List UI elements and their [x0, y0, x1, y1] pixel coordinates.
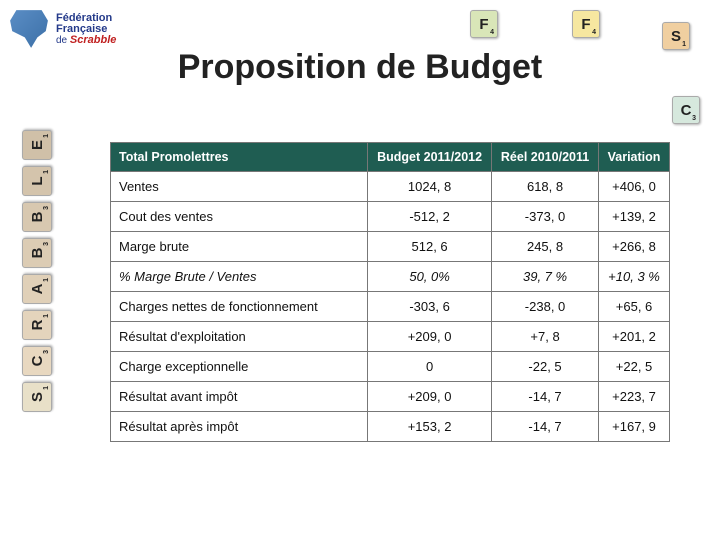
table-row: Résultat d'exploitation+209, 0+7, 8+201,…	[111, 322, 670, 352]
table-cell: -14, 7	[492, 382, 599, 412]
ffs-logo: Fédération Française de Scrabble	[8, 8, 116, 50]
column-header: Total Promolettres	[111, 143, 368, 172]
table-cell: +406, 0	[599, 172, 670, 202]
budget-table: Total PromolettresBudget 2011/2012Réel 2…	[110, 142, 670, 442]
table-row: Charges nettes de fonctionnement-303, 6-…	[111, 292, 670, 322]
table-cell: +201, 2	[599, 322, 670, 352]
scrabble-tile: F4	[470, 10, 498, 38]
table-cell: +167, 9	[599, 412, 670, 442]
table-cell: 50, 0%	[368, 262, 492, 292]
france-map-icon	[8, 8, 50, 50]
table-cell: -373, 0	[492, 202, 599, 232]
table-row: Cout des ventes-512, 2-373, 0+139, 2	[111, 202, 670, 232]
table-cell: 618, 8	[492, 172, 599, 202]
table-cell: -303, 6	[368, 292, 492, 322]
table-cell: Marge brute	[111, 232, 368, 262]
logo-text: Fédération Française de Scrabble	[56, 13, 116, 46]
table-cell: +223, 7	[599, 382, 670, 412]
table-cell: +22, 5	[599, 352, 670, 382]
table-cell: Résultat avant impôt	[111, 382, 368, 412]
table-row: Résultat après impôt+153, 2-14, 7+167, 9	[111, 412, 670, 442]
table-cell: Charges nettes de fonctionnement	[111, 292, 368, 322]
table-cell: Ventes	[111, 172, 368, 202]
table-cell: +153, 2	[368, 412, 492, 442]
table-cell: -14, 7	[492, 412, 599, 442]
column-header: Variation	[599, 143, 670, 172]
table-cell: -512, 2	[368, 202, 492, 232]
logo-line3-prefix: de	[56, 35, 70, 46]
scrabble-tile: R1	[22, 310, 52, 340]
table-cell: -238, 0	[492, 292, 599, 322]
side-tiles: S1 C3 R1 A1 B3 B3 L1 E1	[22, 130, 52, 412]
table-cell: Résultat d'exploitation	[111, 322, 368, 352]
table-cell: Charge exceptionnelle	[111, 352, 368, 382]
table-cell: -22, 5	[492, 352, 599, 382]
table-cell: +10, 3 %	[599, 262, 670, 292]
page-title: Proposition de Budget	[0, 48, 720, 87]
table-cell: +266, 8	[599, 232, 670, 262]
scrabble-tile: S1	[662, 22, 690, 50]
table-row: Résultat avant impôt+209, 0-14, 7+223, 7	[111, 382, 670, 412]
scrabble-tile: L1	[22, 166, 52, 196]
table-cell: 1024, 8	[368, 172, 492, 202]
table-row: Charge exceptionnelle0-22, 5+22, 5	[111, 352, 670, 382]
logo-line3-brand: Scrabble	[70, 34, 116, 46]
scrabble-tile: F4	[572, 10, 600, 38]
scrabble-tile: B3	[22, 238, 52, 268]
table-cell: % Marge Brute / Ventes	[111, 262, 368, 292]
scrabble-tile: B3	[22, 202, 52, 232]
table-cell: +7, 8	[492, 322, 599, 352]
column-header: Réel 2010/2011	[492, 143, 599, 172]
scrabble-tile: A1	[22, 274, 52, 304]
table-cell: +139, 2	[599, 202, 670, 232]
table-cell: +65, 6	[599, 292, 670, 322]
scrabble-tile: S1	[22, 382, 52, 412]
table-row: % Marge Brute / Ventes50, 0%39, 7 %+10, …	[111, 262, 670, 292]
table-cell: 512, 6	[368, 232, 492, 262]
column-header: Budget 2011/2012	[368, 143, 492, 172]
scrabble-tile: C3	[22, 346, 52, 376]
scrabble-tile: E1	[22, 130, 52, 160]
table-cell: 245, 8	[492, 232, 599, 262]
table-cell: 0	[368, 352, 492, 382]
logo-line1: Fédération	[56, 13, 116, 24]
scrabble-tile: C3	[672, 96, 700, 124]
table-cell: Cout des ventes	[111, 202, 368, 232]
table-cell: Résultat après impôt	[111, 412, 368, 442]
table-header-row: Total PromolettresBudget 2011/2012Réel 2…	[111, 143, 670, 172]
table-cell: 39, 7 %	[492, 262, 599, 292]
table-cell: +209, 0	[368, 322, 492, 352]
budget-table-container: Total PromolettresBudget 2011/2012Réel 2…	[110, 142, 670, 442]
table-body: Ventes1024, 8618, 8+406, 0Cout des vente…	[111, 172, 670, 442]
table-row: Ventes1024, 8618, 8+406, 0	[111, 172, 670, 202]
table-row: Marge brute512, 6245, 8+266, 8	[111, 232, 670, 262]
table-cell: +209, 0	[368, 382, 492, 412]
